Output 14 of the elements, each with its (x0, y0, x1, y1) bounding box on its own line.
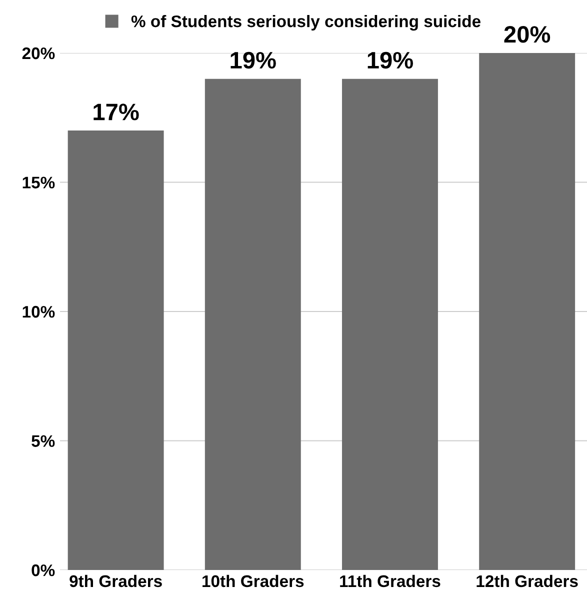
data-label: 19% (230, 52, 276, 69)
data-label: 17% (94, 104, 139, 120)
y-tick-label: 10% (22, 306, 55, 318)
y-tick-label: 0% (32, 564, 55, 576)
x-tick-label: 11th Graders (340, 574, 440, 588)
y-tick-label: 15% (22, 176, 55, 188)
legend-label: % of Students seriously considering suicide (131, 15, 480, 31)
y-tick-label: 5% (32, 435, 55, 447)
x-tick-label: 9th Graders (70, 574, 162, 588)
x-tick-label: 10th Graders (202, 574, 304, 588)
y-tick-label: 20% (22, 47, 55, 60)
data-label: 20% (504, 26, 550, 43)
data-label: 19% (368, 52, 413, 69)
x-tick-label: 12th Graders (476, 574, 578, 588)
